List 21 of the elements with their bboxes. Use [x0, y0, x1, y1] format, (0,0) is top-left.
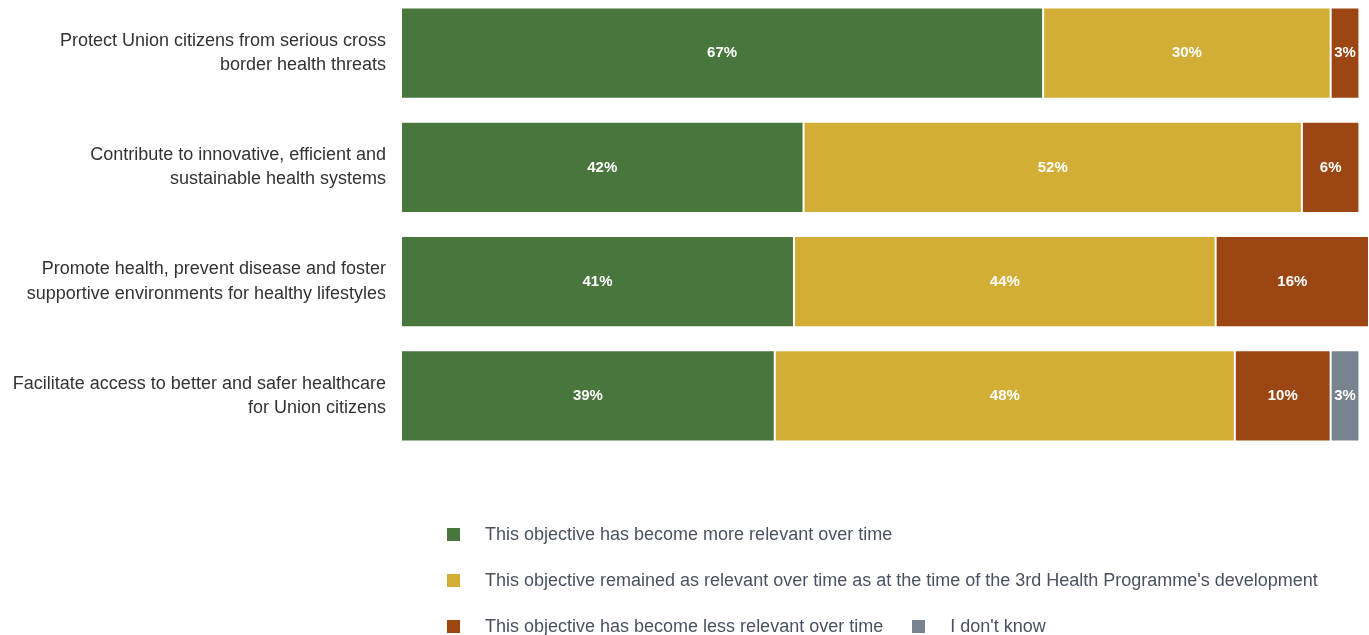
data-label: 52%: [1037, 157, 1068, 175]
y-tick-label: Protect Union citizens from serious cross border health threats: [59, 29, 386, 75]
data-label: 3%: [1334, 43, 1356, 61]
data-label: 39%: [572, 386, 603, 404]
data-label: 30%: [1171, 43, 1202, 61]
data-label: 16%: [1277, 271, 1308, 289]
data-label: 67%: [707, 43, 738, 61]
data-label: 3%: [1334, 386, 1356, 404]
legend-label: This objective has become more relevant over time: [485, 523, 893, 545]
legend-label: This objective remained as relevant over time as at the time of the 3rd Health Programme's development: [485, 569, 1318, 591]
data-label: 10%: [1267, 386, 1298, 404]
data-label: 48%: [989, 386, 1020, 404]
data-label: 41%: [582, 271, 613, 289]
data-label: 44%: [989, 271, 1020, 289]
y-tick-label: Facilitate access to better and safer healthcare for Union citizens: [12, 372, 386, 417]
y-tick-label: Contribute to innovative, efficient and sustainable health systems: [90, 144, 386, 189]
legend-label: I don't know: [950, 615, 1046, 635]
legend-label: This objective has become less relevant over time: [485, 615, 884, 635]
data-label: 6%: [1319, 157, 1342, 175]
data-label: 42%: [587, 157, 618, 175]
y-tick-label: Promote health, prevent disease and foster supportive environments for healthy lifestyles: [26, 258, 386, 303]
